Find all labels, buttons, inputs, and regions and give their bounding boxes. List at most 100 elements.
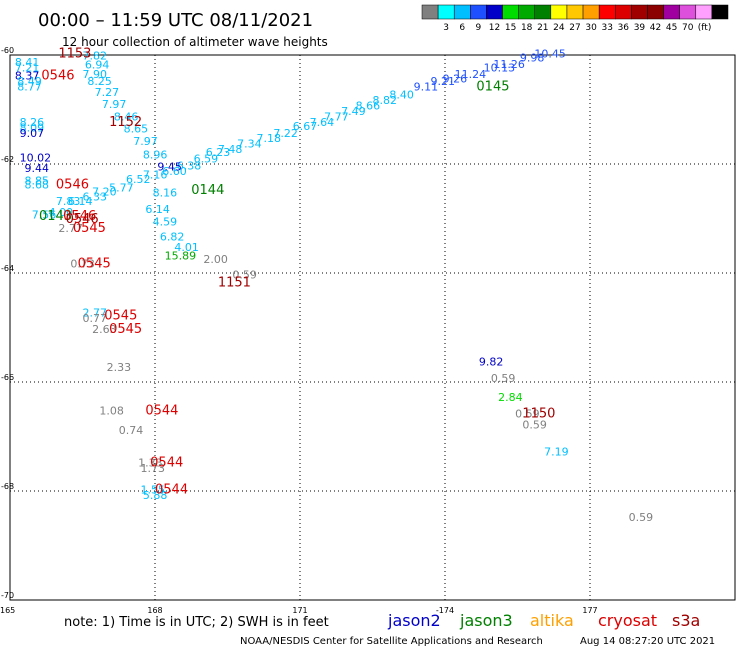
wave-height-point: 9.45 — [157, 161, 182, 174]
pass-time-label: 0545 — [104, 308, 137, 323]
y-tick-label: -64 — [1, 264, 14, 273]
legend-cryosat: cryosat — [598, 611, 657, 630]
wave-height-point: 7.18 — [257, 132, 282, 145]
x-axis-ticks: 165 168 171 -174 177 — [0, 606, 598, 615]
colorbar-swatch — [550, 4, 568, 20]
wave-height-point: 2.77 — [83, 307, 108, 320]
wave-height-point: 7.16 — [143, 169, 168, 182]
wave-height-point: 0.73 — [70, 258, 95, 271]
grid-lines — [10, 55, 735, 600]
colorbar-swatch — [486, 4, 503, 20]
wave-height-point: 6.14 — [68, 195, 93, 208]
wave-height-point: 8.16 — [153, 187, 178, 200]
colorbar-swatch — [453, 4, 471, 20]
legend-s3a: s3a — [672, 611, 700, 630]
wave-height-point: 7.83 — [56, 195, 81, 208]
x-tick-label: 165 — [0, 606, 15, 615]
wave-height-point: 8.37 — [15, 70, 40, 83]
y-tick-label: -60 — [1, 46, 14, 55]
wave-height-point: 6.60 — [162, 165, 187, 178]
colorbar-label: 9 — [476, 23, 482, 33]
colorbar-label: 15 — [505, 23, 516, 33]
y-tick-label: -68 — [1, 482, 14, 491]
colorbar-label: 45 — [666, 23, 677, 33]
pass-time-label: 0544 — [150, 455, 183, 470]
wave-height-point: 4.01 — [174, 241, 199, 254]
wave-height-point: 15.89 — [165, 249, 197, 262]
wave-height-point: 9.82 — [479, 356, 504, 369]
wave-height-point: 9.21 — [431, 75, 456, 88]
chart-subtitle: 12 hour collection of altimeter wave hei… — [62, 35, 328, 49]
wave-height-point: 6.14 — [145, 203, 170, 216]
colorbar-swatch — [647, 4, 664, 20]
wave-height-point: 7.48 — [218, 143, 243, 156]
wave-height-point: 7.21 — [15, 61, 40, 74]
wave-height-point: 1.73 — [141, 462, 166, 475]
pass-time-labels: 1153054611520145014405460143054605460545… — [39, 47, 555, 498]
colorbar-swatch — [663, 4, 680, 20]
colorbar-swatch — [437, 4, 455, 20]
colorbar-swatch — [534, 4, 552, 20]
colorbar-swatch — [518, 4, 535, 20]
wave-height-point: 9.26 — [443, 72, 468, 85]
wave-height-point: 8.26 — [20, 116, 44, 129]
wave-height-point: 6.38 — [177, 159, 202, 172]
colorbar-swatch — [615, 4, 632, 20]
wave-height-point: 7.97 — [102, 98, 127, 111]
colorbar-legend: 3 6 9 12 15 18 21 24 27 30 33 36 39 42 45 70 (ft) — [421, 4, 729, 33]
wave-height-point: 6.23 — [206, 146, 231, 159]
wave-height-point: 1.08 — [99, 405, 124, 418]
wave-height-point: 7.20 — [92, 186, 117, 199]
pass-time-label: 0144 — [191, 183, 224, 198]
wave-height-point: 7.77 — [324, 110, 349, 123]
footer-timestamp: Aug 14 08:27:20 UTC 2021 — [580, 636, 715, 647]
wave-height-point: 9.98 — [520, 52, 545, 65]
colorbar-label: 6 — [459, 23, 465, 33]
colorbar-swatch — [582, 4, 600, 20]
pass-time-label: 0546 — [66, 212, 99, 227]
pass-time-label: 0545 — [78, 257, 111, 272]
wave-height-point: 7.97 — [133, 135, 158, 148]
wave-height-point: 0.59 — [232, 268, 256, 281]
pass-time-label: 0546 — [41, 69, 74, 84]
colorbar-swatch — [502, 4, 519, 20]
colorbar-swatch — [679, 4, 697, 20]
wave-height-point: 8.09 — [20, 121, 44, 134]
wave-height-point: 9.07 — [20, 127, 44, 140]
wave-height-point: 8.96 — [143, 149, 168, 162]
colorbar-label: 3 — [443, 23, 449, 33]
wave-height-point: 0.77 — [83, 312, 108, 325]
pass-time-label: 1151 — [218, 276, 251, 291]
colorbar-label: 70 — [682, 23, 694, 33]
wave-height-point: 7.56 — [32, 209, 57, 222]
wave-height-point: 6.59 — [194, 152, 219, 165]
wave-height-point: 6.82 — [160, 230, 185, 243]
wave-height-point: 2.33 — [107, 361, 131, 374]
pass-time-label: 1150 — [522, 406, 555, 421]
x-tick-label: 168 — [147, 606, 162, 615]
wave-height-point: 4.59 — [153, 216, 178, 229]
colorbar-label: 27 — [569, 23, 580, 33]
colorbar-swatch — [711, 4, 729, 20]
wave-height-point: 5.77 — [109, 181, 134, 194]
pass-time-label: 0546 — [63, 209, 96, 224]
wave-height-point: 0.74 — [119, 424, 144, 437]
pass-time-label: 0545 — [109, 322, 142, 337]
colorbar-swatch — [566, 4, 584, 20]
colorbar-swatch — [695, 4, 713, 20]
wave-height-point: 8.41 — [15, 56, 40, 69]
colorbar-label: 36 — [618, 23, 630, 33]
wave-height-point: 6.67 — [293, 120, 318, 133]
wave-height-point: 4.00 — [49, 206, 74, 219]
chart-title: 00:00 – 11:59 UTC 08/11/2021 — [38, 10, 313, 31]
legend-jason3: jason3 — [459, 611, 513, 630]
legend-jason2: jason2 — [387, 611, 441, 630]
footer-credit: NOAA/NESDIS Center for Satellite Applica… — [240, 636, 543, 647]
plot-frame — [9, 54, 736, 601]
wave-height-point: 1.33 — [138, 456, 163, 469]
colorbar-swatch — [421, 4, 439, 20]
pass-time-label: 1153 — [58, 47, 91, 62]
wave-height-point: 0.59 — [629, 511, 654, 524]
colorbar-label: 12 — [489, 23, 500, 33]
